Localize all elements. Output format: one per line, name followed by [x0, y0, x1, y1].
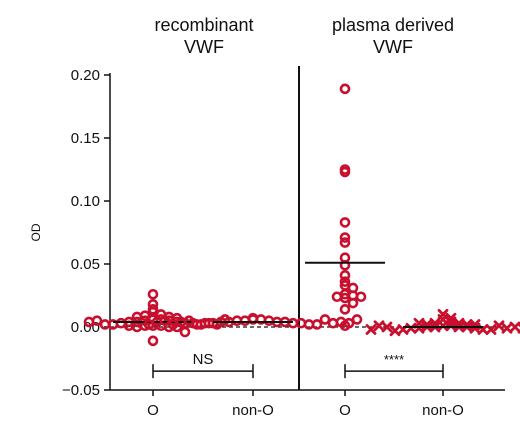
y-tick-label: 0.20	[71, 67, 100, 84]
data-point	[167, 319, 179, 330]
panel-title-line2: VWF	[373, 37, 413, 57]
data-point	[347, 297, 359, 309]
data-point	[327, 317, 339, 329]
panel-title-line2: VWF	[184, 37, 224, 57]
panel-title-line1: plasma derived	[331, 15, 455, 35]
comparison-bracket	[344, 364, 444, 379]
data-point	[99, 319, 111, 330]
panel-title-line1: recombinant	[154, 15, 254, 35]
x-tick-label: non-O	[422, 402, 464, 419]
x-tick-label: O	[339, 402, 351, 419]
x-tick-label: O	[147, 402, 159, 419]
data-marks	[83, 83, 520, 347]
data-point	[339, 166, 351, 178]
data-point	[295, 317, 307, 329]
data-point	[179, 326, 191, 338]
data-point	[493, 320, 505, 332]
data-point	[365, 324, 377, 335]
data-point	[339, 270, 351, 281]
data-point	[131, 311, 143, 323]
data-point	[373, 320, 385, 332]
y-tick-label: 0.10	[71, 193, 100, 210]
data-point	[147, 288, 159, 300]
data-point	[389, 325, 401, 337]
data-point	[331, 291, 343, 303]
comparison-bracket	[152, 364, 254, 379]
panel-title-plasma-derived: plasma derived VWF	[293, 14, 493, 58]
data-point	[263, 315, 275, 327]
y-tick-label: 0.05	[71, 256, 100, 273]
data-point	[339, 292, 351, 304]
significance-label: NS	[193, 351, 214, 368]
data-point	[485, 324, 497, 335]
data-point	[339, 276, 351, 287]
significance-label: ****	[384, 352, 404, 367]
x-tick-label: non-O	[232, 402, 274, 419]
data-point	[339, 217, 351, 228]
y-tick-label: 0.15	[71, 130, 100, 147]
data-point	[355, 291, 367, 303]
data-point	[339, 320, 351, 332]
panel-title-recombinant: recombinant VWF	[104, 14, 304, 58]
data-point	[319, 314, 331, 325]
data-point	[351, 314, 363, 325]
data-point	[339, 83, 351, 95]
data-point	[143, 319, 155, 330]
data-point	[83, 316, 95, 328]
data-point	[413, 317, 425, 329]
data-point	[311, 319, 323, 330]
y-tick-label: −0.05	[62, 382, 100, 399]
data-point	[339, 304, 351, 315]
data-point	[231, 315, 243, 327]
data-point	[191, 319, 203, 330]
data-point	[147, 335, 159, 347]
data-point	[339, 259, 351, 271]
data-point	[339, 232, 351, 243]
y-axis-label: OD	[29, 223, 43, 241]
data-point	[339, 237, 351, 248]
